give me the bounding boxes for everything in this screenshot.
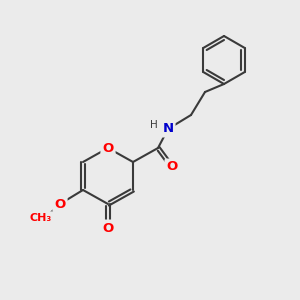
Text: O: O (102, 221, 114, 235)
Text: H: H (150, 120, 158, 130)
Text: O: O (102, 142, 114, 154)
Text: O: O (54, 197, 66, 211)
Text: CH₃: CH₃ (30, 213, 52, 223)
Text: O: O (167, 160, 178, 173)
Text: N: N (162, 122, 174, 136)
